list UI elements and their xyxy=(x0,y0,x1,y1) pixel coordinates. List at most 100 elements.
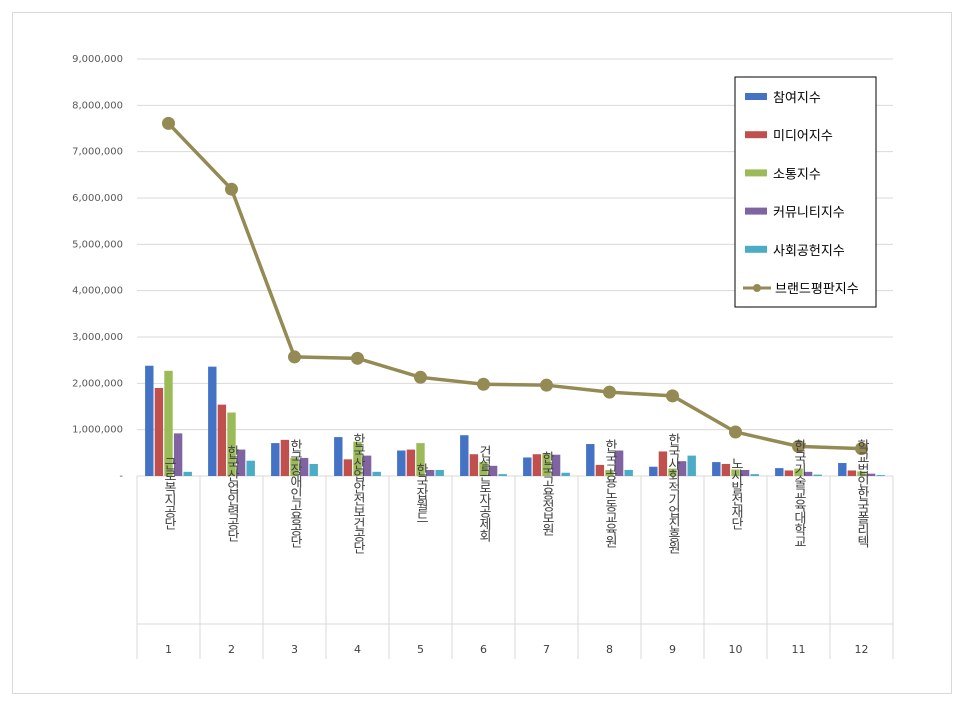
y-tick-label: 5,000,000 xyxy=(72,239,123,250)
y-tick-label: 7,000,000 xyxy=(72,147,123,158)
y-tick-label: - xyxy=(119,471,123,482)
bar-사회공헌지수 xyxy=(435,469,444,476)
bar-소통지수 xyxy=(668,468,677,476)
bar-커뮤니티지수 xyxy=(614,450,624,476)
bar-참여지수 xyxy=(586,444,595,476)
bar-참여지수 xyxy=(271,443,280,476)
bar-미디어지수 xyxy=(721,463,731,476)
bar-소통지수 xyxy=(794,468,803,476)
legend-label: 커뮤니티지수 xyxy=(773,206,845,221)
legend-label: 사회공헌지수 xyxy=(773,244,845,259)
index-label: 5 xyxy=(417,643,424,656)
bar-소통지수 xyxy=(605,469,614,476)
line-point xyxy=(855,442,868,456)
category-label: 한국사회적기업진흥원 xyxy=(665,433,680,554)
bar-참여지수 xyxy=(649,466,658,476)
line-point xyxy=(540,378,553,392)
bar-커뮤니티지수 xyxy=(236,449,246,476)
chart-svg: - 1,000,000 2,000,000 3,000,000 4,000,000 5,0… xyxy=(72,54,894,659)
bar-참여지수 xyxy=(334,437,343,476)
legend-marker xyxy=(753,284,761,292)
legend-box xyxy=(734,76,877,308)
bar-커뮤니티지수 xyxy=(677,461,687,476)
bar-사회공헌지수 xyxy=(813,474,822,476)
category-label: 학교법인한국폴리텍 xyxy=(854,439,869,548)
category-label: 한국고용노동교육원 xyxy=(602,439,617,548)
bar-사회공헌지수 xyxy=(561,472,570,476)
bar-소통지수 xyxy=(857,471,866,476)
line-point xyxy=(477,377,490,391)
legend-swatch xyxy=(745,207,767,215)
legend-label: 미디어지수 xyxy=(773,129,833,144)
legend-label: 참여지수 xyxy=(773,91,821,106)
category-label: 한국장애인고용공단 xyxy=(287,439,302,548)
legend-swatch xyxy=(745,131,767,139)
index-label: 4 xyxy=(354,643,361,656)
bar-미디어지수 xyxy=(154,387,164,476)
bar-미디어지수 xyxy=(595,464,605,476)
bar-참여지수 xyxy=(460,435,469,476)
index-label: 1 xyxy=(165,643,172,656)
index-label: 2 xyxy=(228,643,235,656)
bar-소통지수 xyxy=(416,443,425,476)
bar-커뮤니티지수 xyxy=(362,455,372,476)
bar-커뮤니티지수 xyxy=(803,471,813,476)
bar-사회공헌지수 xyxy=(183,471,192,476)
bar-사회공헌지수 xyxy=(687,455,696,476)
bar-소통지수 xyxy=(542,453,551,476)
bar-참여지수 xyxy=(523,457,532,476)
bar-참여지수 xyxy=(208,366,217,476)
category-label: 건설근로자공제회 xyxy=(476,445,491,542)
chart-frame: - 1,000,000 2,000,000 3,000,000 4,000,000 5,0… xyxy=(12,12,952,694)
bar-커뮤니티지수 xyxy=(488,465,498,476)
category-label: 한국고용정보원 xyxy=(539,451,554,536)
bar-사회공헌지수 xyxy=(876,475,885,476)
line-point xyxy=(288,350,301,364)
index-label: 8 xyxy=(606,643,613,656)
category-label: 한국기술교육대학교 xyxy=(791,439,806,547)
bar-소통지수 xyxy=(290,457,299,476)
line-point xyxy=(666,389,679,403)
bar-미디어지수 xyxy=(406,449,416,476)
bar-미디어지수 xyxy=(469,454,479,476)
category-label: 한국산업안전보건공단 xyxy=(350,433,365,554)
index-label: 7 xyxy=(543,643,550,656)
y-tick-label: 1,000,000 xyxy=(72,425,123,436)
legend-swatch xyxy=(745,93,767,100)
bar-소통지수 xyxy=(227,412,236,476)
line-point xyxy=(729,425,742,439)
bar-참여지수 xyxy=(775,468,784,476)
index-label: 11 xyxy=(792,643,806,656)
bar-미디어지수 xyxy=(658,451,668,476)
bar-커뮤니티지수 xyxy=(299,457,309,476)
line-point xyxy=(162,116,175,130)
bar-미디어지수 xyxy=(784,470,794,476)
bar-커뮤니티지수 xyxy=(173,433,183,476)
legend-swatch xyxy=(745,169,767,177)
line-point xyxy=(414,370,427,384)
line-브랜드평판지수 xyxy=(167,122,862,451)
bar-소통지수 xyxy=(353,441,362,476)
index-label: 6 xyxy=(480,643,487,656)
category-label: 한국잡월드 xyxy=(413,463,428,523)
line-point xyxy=(351,351,364,365)
y-tick-label: 3,000,000 xyxy=(72,332,123,343)
bar-미디어지수 xyxy=(217,404,227,476)
bar-미디어지수 xyxy=(343,459,353,476)
legend-label: 브랜드평판지수 xyxy=(775,282,859,297)
bar-미디어지수 xyxy=(847,470,857,476)
bar-사회공헌지수 xyxy=(246,460,255,476)
y-tick-label: 9,000,000 xyxy=(72,54,123,65)
bar-사회공헌지수 xyxy=(624,469,633,476)
bar-참여지수 xyxy=(145,365,154,476)
y-tick-label: 6,000,000 xyxy=(72,193,123,204)
category-label: 한국산업인력공단 xyxy=(224,445,239,542)
bar-소통지수 xyxy=(731,469,740,476)
bar-미디어지수 xyxy=(280,439,290,476)
index-label: 3 xyxy=(291,643,298,656)
bar-커뮤니티지수 xyxy=(425,469,435,476)
bar-사회공헌지수 xyxy=(372,471,381,476)
bar-소통지수 xyxy=(164,370,173,476)
y-tick-label: 2,000,000 xyxy=(72,378,123,389)
bar-사회공헌지수 xyxy=(498,474,507,476)
